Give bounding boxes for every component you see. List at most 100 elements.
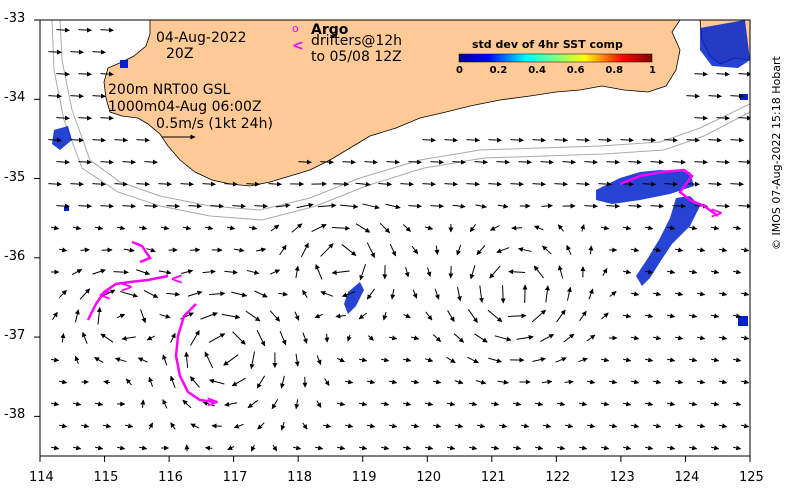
current-vector [279,244,287,256]
current-vector [644,445,654,451]
current-vector [94,225,104,231]
current-vector [404,266,410,278]
current-vector [686,93,700,99]
current-vector [291,223,303,233]
current-vector [402,401,412,407]
drifter-label: drifters@12h [311,33,403,49]
current-vector [272,444,278,452]
current-vector [608,379,618,385]
current-vector [516,334,534,340]
current-vector [386,159,400,165]
current-vector [740,247,750,253]
current-vector [257,422,265,430]
current-vector [556,445,566,451]
current-vector [92,49,106,55]
current-vector [400,181,414,187]
current-vector [674,247,684,253]
current-vector [78,27,92,33]
current-vector [122,159,136,165]
lon-tick-label: 122 [545,470,571,485]
current-vector [710,401,720,407]
current-vector [688,445,698,451]
current-vector [256,329,266,347]
current-vector [588,288,594,300]
current-vector [444,137,458,143]
current-vector [71,269,83,275]
current-vector [533,265,544,279]
colorbar-tick-label: 0 [456,65,463,76]
current-vector [732,357,742,363]
drifter-time-label: to 05/08 12Z [311,49,402,65]
current-vector [116,313,126,319]
current-vector [92,93,106,99]
current-vector [144,159,158,165]
current-vector [256,247,267,253]
current-vector [696,379,706,385]
current-vector [452,159,466,165]
current-vector [672,159,686,165]
current-vector [341,291,356,298]
current-vector [294,353,300,367]
current-vector [355,223,371,233]
current-vector [380,357,390,363]
current-vector [337,357,345,363]
current-vector [48,137,62,143]
current-vector [231,377,246,387]
current-vector [56,203,70,209]
current-vector [80,423,90,429]
current-vector [379,222,390,234]
current-vector [454,423,464,429]
current-vector [189,376,200,388]
current-vector [576,137,590,143]
current-vector [339,203,359,209]
current-vector [269,310,281,322]
current-vector [584,159,598,165]
current-vector [466,181,480,187]
current-vector [738,71,750,77]
current-vector [674,379,684,385]
current-vector [316,400,322,408]
current-vector [576,181,590,187]
current-vector [622,357,632,363]
current-vector [184,351,190,368]
current-vector [542,423,552,429]
current-vector [469,223,477,233]
current-vector [56,159,70,165]
current-vector [496,247,510,254]
current-vector [100,115,114,121]
current-vector [224,401,238,407]
current-vector [578,445,588,451]
current-vector [628,159,642,165]
current-vector [606,203,620,209]
lat-tick-label: -33 [4,11,26,26]
drifter-marker: > [120,277,133,296]
current-vector [487,309,503,323]
current-vector [540,159,554,165]
current-vector [246,269,260,275]
current-vector [94,356,104,364]
current-vector [425,225,434,231]
current-vector [494,335,512,342]
current-vector [468,445,478,451]
current-vector [602,267,608,276]
current-vector [190,247,201,253]
current-vector [410,379,420,385]
current-vector [226,225,236,231]
lon-tick-label: 117 [222,470,248,485]
current-vector [294,399,300,410]
current-vector [424,357,434,363]
current-vector [453,333,465,343]
lon-tick-label: 119 [351,470,377,485]
current-vector [730,181,744,187]
current-vector [113,269,129,275]
current-vector [158,269,172,275]
current-vector [716,203,730,209]
current-vector [136,137,150,143]
current-vector [166,203,180,209]
current-vector [92,268,106,275]
current-vector [344,379,354,385]
current-vector [58,289,67,299]
current-vector [586,423,596,429]
current-vector [490,225,500,231]
current-vector [622,269,632,275]
